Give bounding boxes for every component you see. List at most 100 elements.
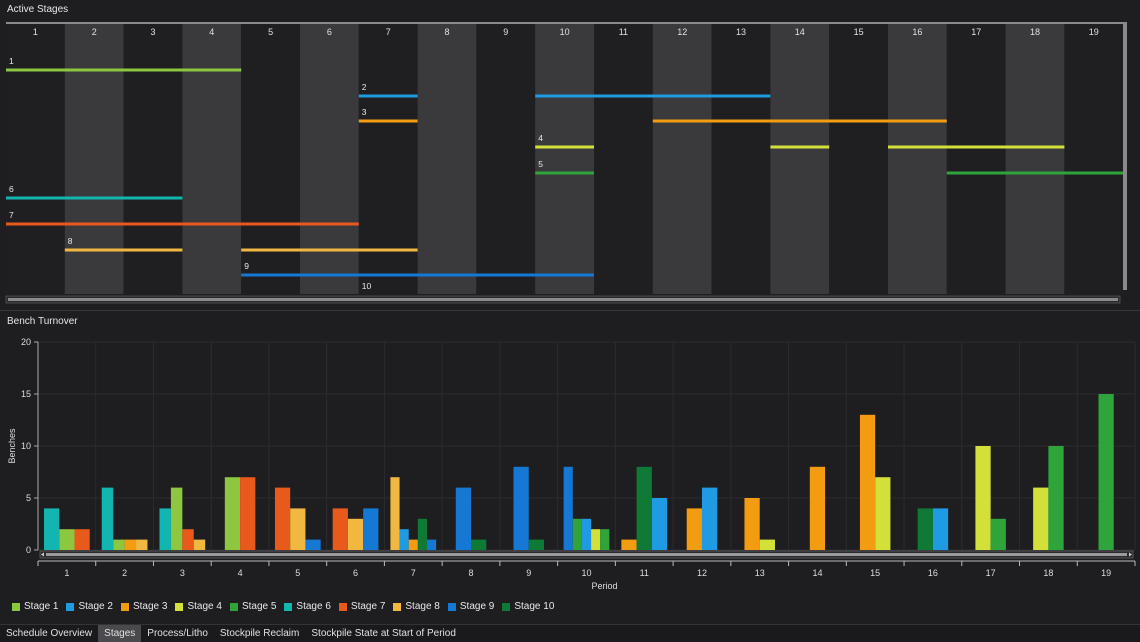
x-tick-label: 9 <box>526 568 531 578</box>
x-tick-label: 4 <box>238 568 243 578</box>
bar <box>600 529 610 550</box>
bar <box>182 529 194 550</box>
period-column <box>123 22 183 294</box>
tab-schedule-overview[interactable]: Schedule Overview <box>6 628 93 639</box>
period-column <box>182 22 242 294</box>
period-column <box>594 22 653 294</box>
period-column <box>241 22 300 294</box>
y-axis-label: Benches <box>7 428 17 464</box>
bar <box>417 518 428 550</box>
period-column <box>476 22 536 294</box>
period-header: 10 <box>560 27 570 37</box>
bar <box>917 508 933 550</box>
legend-swatch <box>502 602 511 611</box>
x-tick-label: 19 <box>1101 568 1111 578</box>
period-header: 17 <box>971 27 981 37</box>
period-column <box>417 22 477 294</box>
tab-stockpile-state-at-start-of-period[interactable]: Stockpile State at Start of Period <box>311 628 456 639</box>
stage-active-bar <box>64 248 183 252</box>
gantt-top-border <box>6 22 1124 24</box>
y-tick-label: 10 <box>21 441 31 451</box>
legend-swatch <box>175 602 184 611</box>
bar <box>332 508 348 550</box>
stage-active-bar <box>358 119 418 123</box>
tab-process-litho[interactable]: Process/Litho <box>147 628 208 639</box>
bar <box>224 477 241 550</box>
active-stages-panel: Active Stages 1 2 3 4 5 6 7 8 9 10 11 12 13 14 15 16 17 1… <box>0 0 1140 311</box>
y-tick-label: 0 <box>26 545 31 555</box>
y-tick-label: 5 <box>26 493 31 503</box>
bar <box>390 477 400 550</box>
bar <box>408 539 418 550</box>
legend-label: Stage 6 <box>296 601 331 612</box>
bar <box>113 539 125 550</box>
legend-item: Stage 2 <box>66 601 113 612</box>
bar <box>1048 446 1064 550</box>
tab-stages[interactable]: Stages <box>98 625 142 642</box>
period-column <box>829 22 888 294</box>
stage-label: 2 <box>362 82 367 92</box>
bar <box>290 508 306 550</box>
bar <box>74 529 90 550</box>
legend-swatch <box>338 602 347 611</box>
bench-turnover-panel: Bench Turnover 0 5 10 15 20 Benches 1 2 3 4 5 6 7 8 9 1… <box>0 311 1140 623</box>
period-header: 2 <box>92 27 97 37</box>
period-header: 9 <box>503 27 508 37</box>
period-header: 16 <box>912 27 922 37</box>
stage-label: 8 <box>68 236 73 246</box>
legend-item: Stage 10 <box>502 601 554 612</box>
scroll-left-arrow-icon[interactable] <box>41 552 44 557</box>
gantt-scrollbar-thumb[interactable] <box>8 298 1118 301</box>
x-tick-label: 7 <box>411 568 416 578</box>
bar <box>686 508 702 550</box>
chart-scrollbar-thumb[interactable] <box>46 553 1127 556</box>
x-tick-label: 15 <box>870 568 880 578</box>
legend-label: Stage 1 <box>24 601 59 612</box>
legend-label: Stage 8 <box>405 601 440 612</box>
stage-label: 1 <box>9 56 14 66</box>
x-tick-label: 16 <box>928 568 938 578</box>
stage-active-bar <box>6 196 183 200</box>
bar <box>240 477 256 550</box>
period-header: 19 <box>1089 27 1099 37</box>
legend-label: Stage 3 <box>132 601 168 612</box>
bar <box>563 466 573 550</box>
x-axis-label: Period <box>591 581 617 591</box>
bar <box>744 498 760 550</box>
legend-label: Stage 9 <box>459 601 495 612</box>
period-column <box>711 22 771 294</box>
bar <box>170 487 183 550</box>
bar <box>399 529 409 550</box>
period-header: 8 <box>444 27 449 37</box>
bar <box>136 539 148 550</box>
period-column <box>358 22 418 294</box>
bar <box>513 466 529 550</box>
x-tick-label: 18 <box>1043 568 1053 578</box>
legend-swatch <box>447 602 456 611</box>
period-column <box>300 22 359 294</box>
period-header: 15 <box>854 27 864 37</box>
stage-active-bar <box>535 145 594 149</box>
tab-stockpile-reclaim[interactable]: Stockpile Reclaim <box>219 628 300 639</box>
legend-swatch <box>229 602 238 611</box>
bar <box>1098 394 1114 550</box>
stage-active-bar <box>652 119 947 123</box>
gantt-vertical-scrollbar[interactable] <box>1123 22 1127 290</box>
bar <box>859 414 876 550</box>
stage-label: 9 <box>244 261 249 271</box>
scroll-right-arrow-icon[interactable] <box>1129 552 1132 557</box>
legend-item: Stage 9 <box>447 601 495 612</box>
bar <box>875 477 891 550</box>
bar <box>159 508 171 550</box>
bar <box>975 446 991 550</box>
period-header: 5 <box>268 27 273 37</box>
stage-active-bar <box>946 171 1124 175</box>
x-tick-label: 6 <box>353 568 358 578</box>
x-tick-label: 14 <box>812 568 822 578</box>
legend-item: Stage 5 <box>229 601 276 612</box>
period-column <box>64 22 124 294</box>
x-tick-label: 13 <box>755 568 765 578</box>
x-tick-label: 12 <box>697 568 707 578</box>
x-tick-label: 11 <box>640 568 649 578</box>
bar <box>347 518 364 550</box>
